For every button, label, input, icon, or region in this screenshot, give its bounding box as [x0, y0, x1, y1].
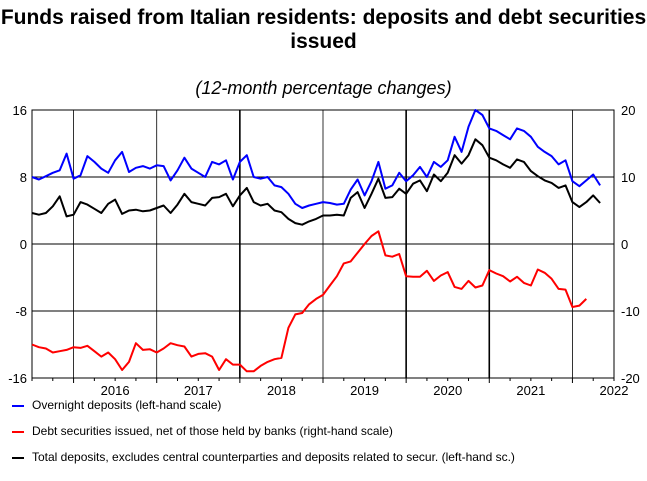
x-tick-label-2021: 2021 [516, 383, 545, 398]
left-tick-label-0: 16 [13, 103, 27, 118]
series-line-2 [31, 138, 601, 226]
left-tick-label-1: 8 [20, 170, 27, 185]
legend-label-total-deposits: Total deposits, excludes central counter… [32, 450, 515, 464]
legend-swatch-debt-securities [12, 430, 24, 433]
left-tick-label-4: -16 [8, 371, 27, 386]
right-tick-label-3: -10 [621, 304, 640, 319]
right-tick-label-2: 0 [621, 237, 628, 252]
series-line-0 [31, 109, 601, 209]
series-line-1 [31, 230, 587, 373]
x-tick-label-2018: 2018 [267, 383, 296, 398]
x-tick-label-2019: 2019 [350, 383, 379, 398]
legend-item-debt-securities: Debt securities issued, net of those hel… [12, 424, 393, 438]
right-tick-label-4: -20 [621, 371, 640, 386]
x-tick-label-2022: 2022 [600, 383, 629, 398]
legend-label-overnight: Overnight deposits (left-hand scale) [32, 398, 222, 412]
legend-item-total-deposits: Total deposits, excludes central counter… [12, 450, 515, 464]
legend-swatch-total-deposits [12, 456, 24, 459]
x-tick-label-2016: 2016 [101, 383, 130, 398]
legend-label-debt-securities: Debt securities issued, net of those hel… [32, 424, 393, 438]
right-tick-label-1: 10 [621, 170, 635, 185]
left-tick-label-2: 0 [20, 237, 27, 252]
left-tick-label-3: -8 [15, 304, 27, 319]
x-tick-label-2017: 2017 [184, 383, 213, 398]
right-tick-label-0: 20 [621, 103, 635, 118]
chart-subtitle: (12-month percentage changes) [195, 78, 452, 98]
legend-item-overnight: Overnight deposits (left-hand scale) [12, 398, 221, 412]
x-tick-label-2020: 2020 [433, 383, 462, 398]
line-chart: 16 8 0 -8 -16 20 10 0 -10 -20 2016 2017 2018 2019 2020… [8, 103, 640, 398]
chart-title: Funds raised from Italian residents: dep… [0, 6, 647, 53]
legend-swatch-overnight [12, 404, 24, 407]
